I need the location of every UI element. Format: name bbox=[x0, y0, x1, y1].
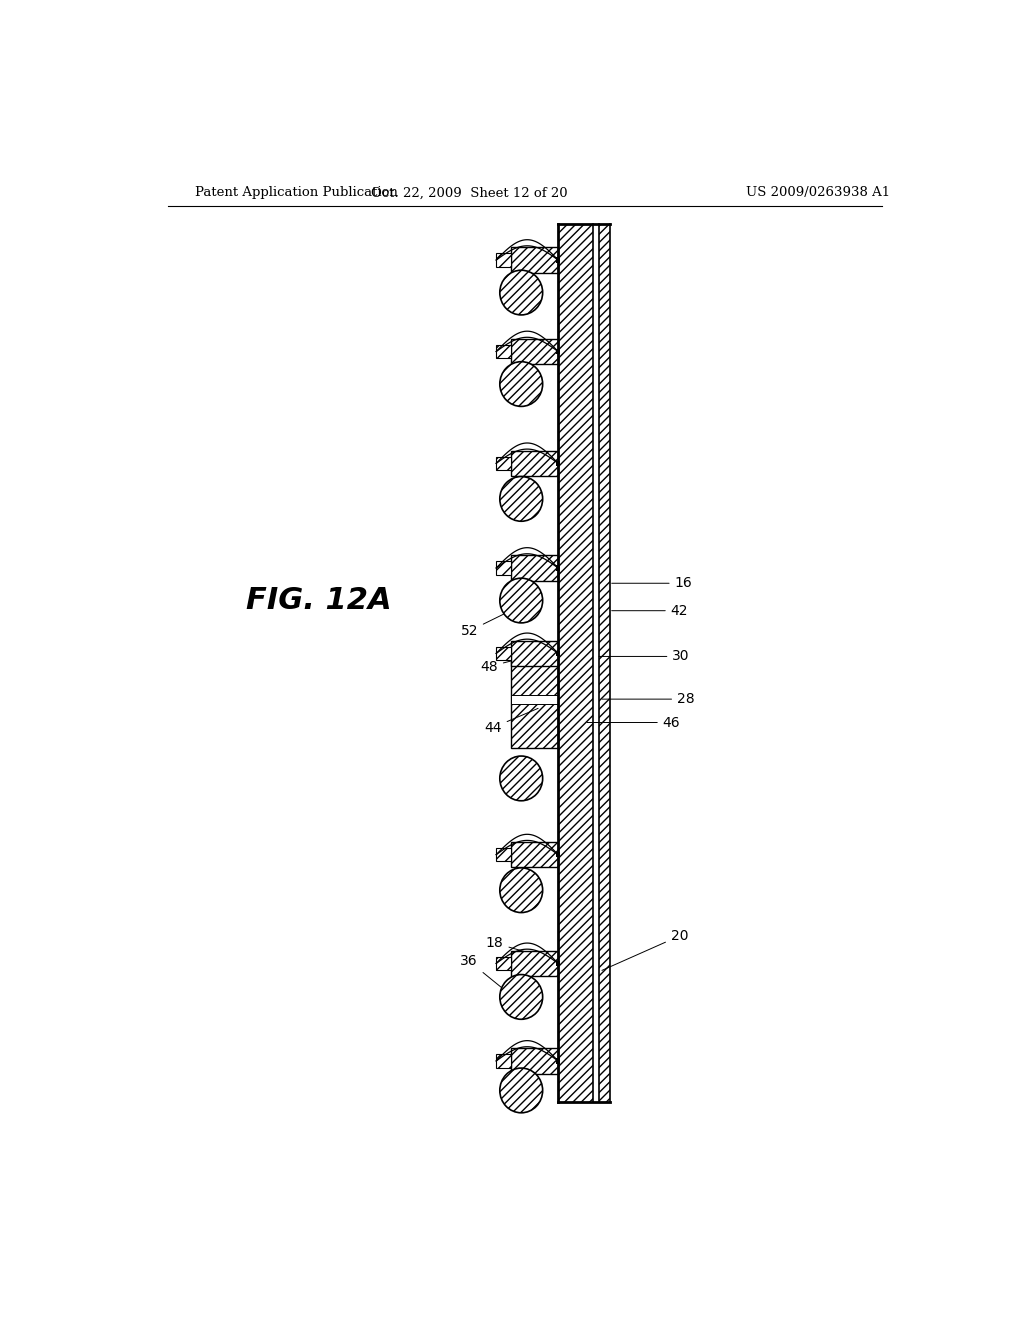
Bar bbox=[511, 640, 558, 667]
Bar bbox=[556, 348, 560, 354]
Bar bbox=[599, 224, 609, 1102]
Text: 28: 28 bbox=[602, 692, 694, 706]
Text: FIG. 12A: FIG. 12A bbox=[246, 586, 391, 615]
Bar bbox=[511, 842, 558, 867]
Bar bbox=[511, 950, 558, 975]
Ellipse shape bbox=[500, 362, 543, 407]
Ellipse shape bbox=[500, 578, 543, 623]
Bar bbox=[556, 257, 560, 263]
Bar bbox=[497, 345, 511, 358]
Ellipse shape bbox=[500, 756, 543, 801]
Bar bbox=[511, 556, 558, 581]
Text: Patent Application Publication: Patent Application Publication bbox=[196, 186, 398, 199]
Text: 48: 48 bbox=[480, 651, 550, 673]
Bar bbox=[497, 957, 511, 970]
Bar bbox=[558, 224, 593, 1102]
Bar bbox=[556, 853, 560, 857]
Ellipse shape bbox=[500, 271, 543, 315]
Bar bbox=[593, 224, 599, 1102]
Ellipse shape bbox=[500, 974, 543, 1019]
Text: US 2009/0263938 A1: US 2009/0263938 A1 bbox=[746, 186, 891, 199]
Bar bbox=[556, 961, 560, 966]
Text: 30: 30 bbox=[599, 649, 690, 664]
Bar bbox=[556, 651, 560, 656]
Text: 20: 20 bbox=[602, 929, 688, 970]
Text: 18: 18 bbox=[485, 936, 556, 961]
Ellipse shape bbox=[500, 1068, 543, 1113]
Bar bbox=[497, 561, 511, 574]
Text: 16: 16 bbox=[611, 577, 692, 590]
Bar bbox=[511, 1048, 558, 1073]
Bar bbox=[556, 1059, 560, 1064]
Bar bbox=[497, 647, 511, 660]
Text: 36: 36 bbox=[461, 954, 515, 998]
Bar bbox=[497, 253, 511, 267]
Text: Oct. 22, 2009  Sheet 12 of 20: Oct. 22, 2009 Sheet 12 of 20 bbox=[371, 186, 567, 199]
Bar bbox=[497, 1055, 511, 1068]
Bar bbox=[511, 450, 558, 477]
Text: 44: 44 bbox=[484, 709, 539, 735]
Bar bbox=[556, 461, 560, 466]
Ellipse shape bbox=[500, 867, 543, 912]
Bar bbox=[497, 847, 511, 861]
Bar bbox=[511, 696, 558, 705]
Bar bbox=[511, 339, 558, 364]
Bar bbox=[511, 651, 558, 748]
Ellipse shape bbox=[500, 477, 543, 521]
Text: 46: 46 bbox=[587, 715, 680, 730]
Text: 42: 42 bbox=[611, 603, 688, 618]
Bar bbox=[556, 565, 560, 570]
Text: 52: 52 bbox=[461, 609, 514, 638]
Bar bbox=[511, 247, 558, 273]
Bar bbox=[497, 457, 511, 470]
